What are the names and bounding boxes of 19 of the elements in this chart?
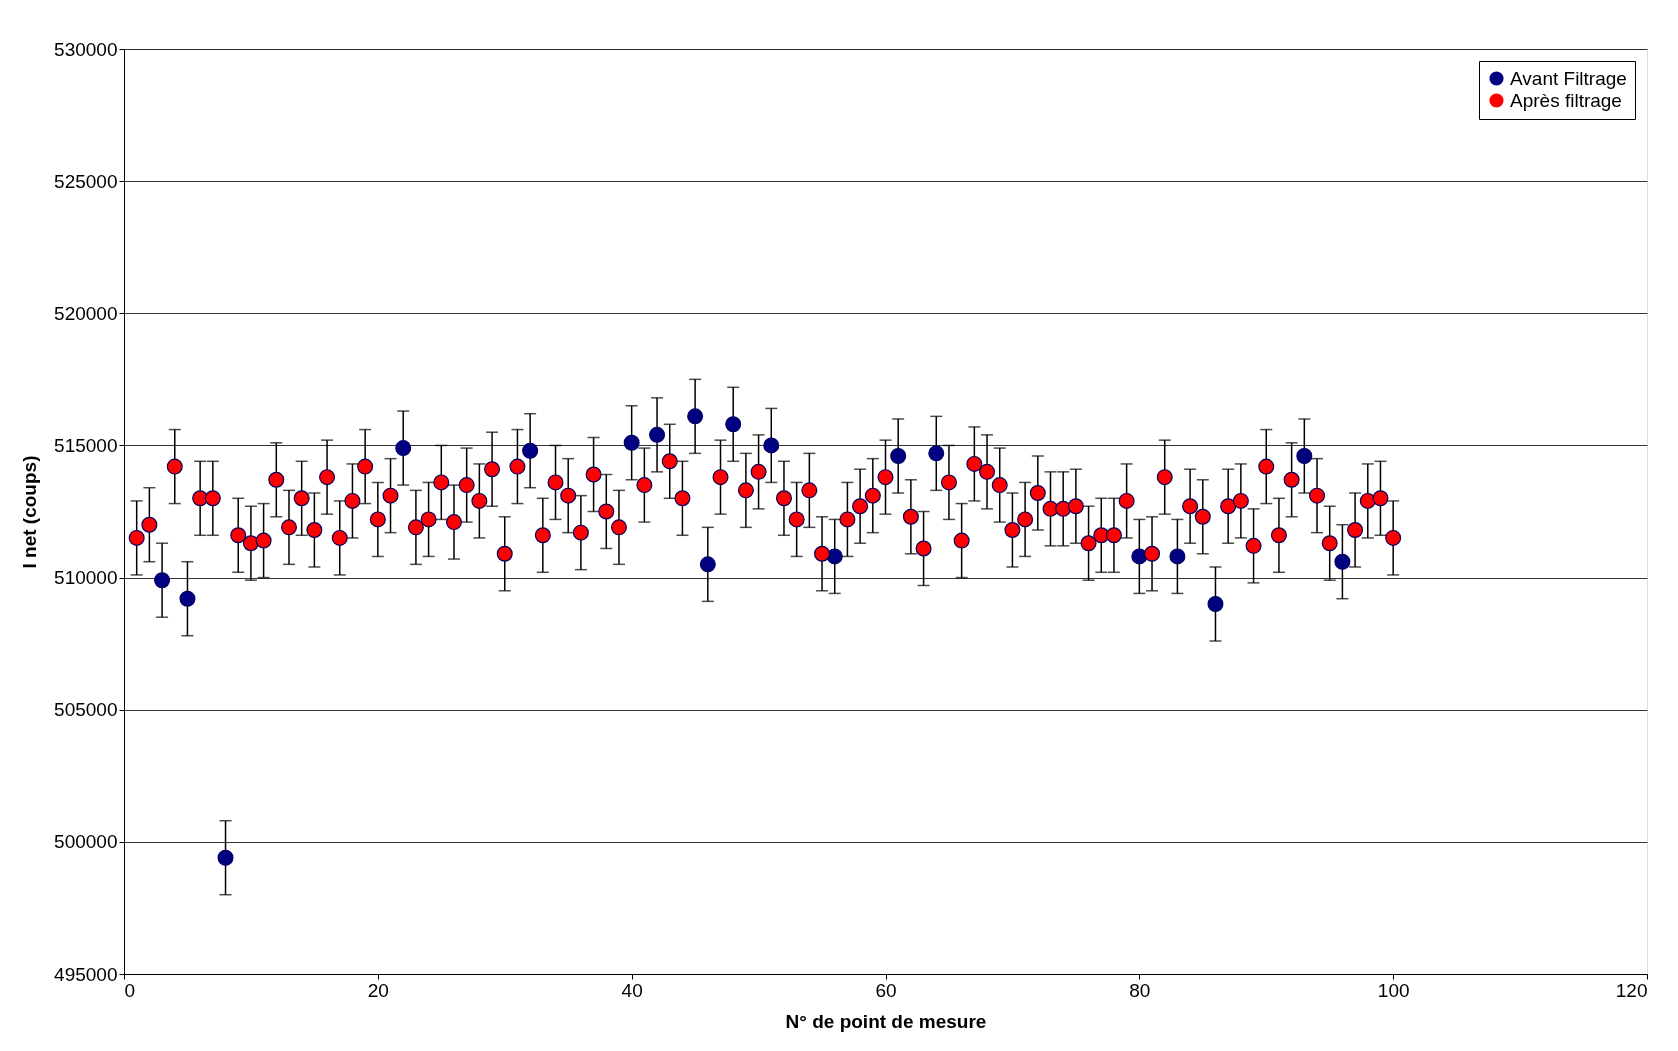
x-tick-label: 0: [124, 979, 136, 1001]
x-tick-label: 120: [1615, 979, 1648, 1001]
legend-label: Après filtrage: [1510, 89, 1622, 111]
x-tick-label: 100: [1377, 979, 1410, 1001]
y-tick-label: 500000: [54, 831, 118, 853]
y-tick-label: 520000: [54, 302, 118, 324]
y-tick-label: 495000: [54, 963, 118, 985]
x-tick-label: 80: [1129, 979, 1151, 1001]
x-axis-title: N° de point de mesure: [785, 1010, 987, 1032]
y-tick-label: 515000: [54, 434, 118, 456]
y-tick-label: 505000: [54, 699, 118, 721]
legend-label: Avant Filtrage: [1510, 67, 1627, 89]
y-axis-title: I net (coups): [19, 455, 41, 569]
y-tick-label: 525000: [54, 170, 118, 192]
y-tick-label: 510000: [54, 567, 118, 589]
x-tick-label: 40: [621, 979, 643, 1001]
y-tick-label: 530000: [54, 38, 118, 60]
x-tick-label: 20: [367, 979, 389, 1001]
x-tick-label: 60: [875, 979, 897, 1001]
